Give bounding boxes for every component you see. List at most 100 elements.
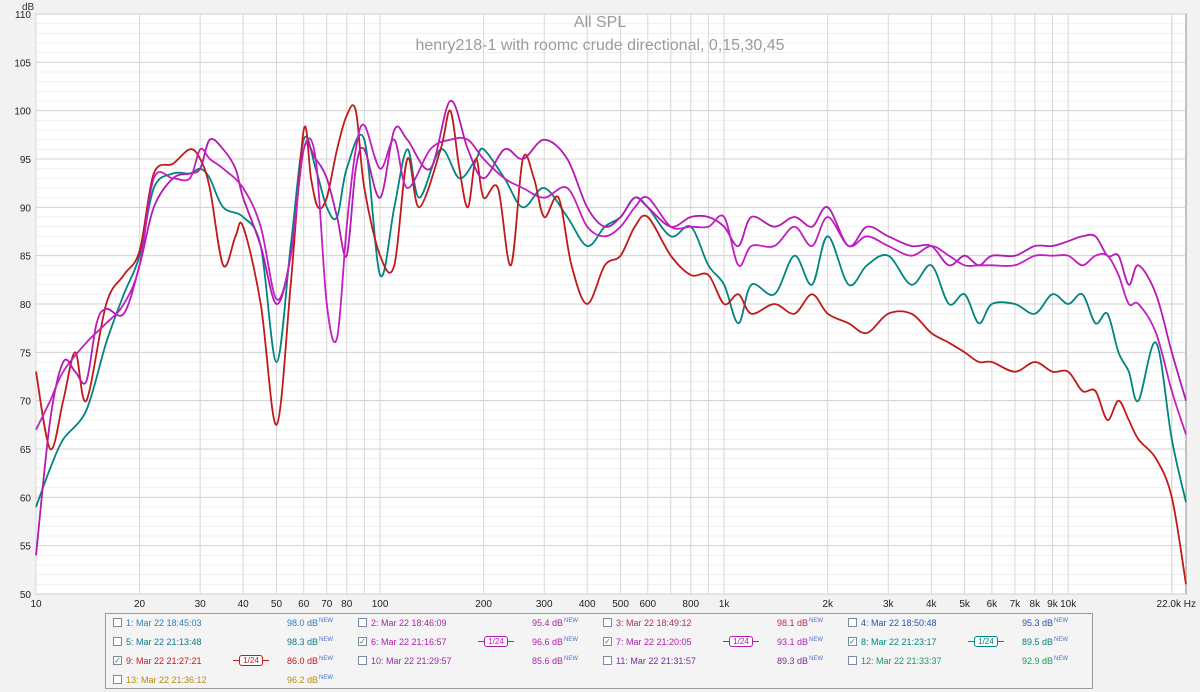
y-tick-label: 95 (20, 155, 32, 166)
x-tick-label: 6k (987, 599, 999, 610)
x-tick-label: 9k (1047, 599, 1059, 610)
legend-label[interactable]: 6: Mar 22 21:16:57 (371, 637, 447, 647)
new-badge: NEW (564, 637, 578, 643)
legend-label[interactable]: 4: Mar 22 18:50:48 (861, 618, 937, 628)
legend-label[interactable]: 12: Mar 22 21:33:37 (861, 656, 942, 666)
smoothing-badge[interactable]: 1/24 (968, 636, 1004, 647)
y-tick-label: 100 (14, 107, 31, 118)
x-tick-label: 70 (321, 599, 333, 610)
x-tick-label: 200 (475, 599, 492, 610)
x-tick-label: 300 (536, 599, 553, 610)
x-tick-label: 800 (682, 599, 699, 610)
legend-label[interactable]: 7: Mar 22 21:20:05 (616, 637, 692, 647)
legend: 1: Mar 22 18:45:03 98.0 dBNEW 2: Mar 22 18… (105, 613, 1093, 689)
series-line-1 (35, 133, 1187, 508)
series-line-3 (35, 100, 1187, 556)
legend-checkbox[interactable]: ✓ (358, 637, 367, 646)
series-lines (35, 100, 1187, 585)
legend-checkbox[interactable] (113, 637, 122, 646)
legend-label[interactable]: 5: Mar 22 21:13:48 (126, 637, 202, 647)
y-tick-label: 65 (20, 445, 32, 456)
legend-spl-value: 98.1 dBNEW (776, 618, 823, 628)
legend-item: ✓ 7: Mar 22 21:20:05 1/24 93.1 dBNEW (603, 635, 843, 649)
chart-subtitle: henry218-1 with roomc crude directional,… (415, 37, 784, 54)
x-tick-label: 8k (1030, 599, 1042, 610)
x-axis-ticks: 10 20 30 40 50 60 70 80 100 200 300 400 500 600 800 1k 2… (30, 599, 1196, 610)
legend-checkbox[interactable] (603, 656, 612, 665)
legend-checkbox[interactable] (603, 618, 612, 627)
legend-item: 13: Mar 22 21:36:12 96.2 dBNEW (113, 673, 353, 687)
legend-spl-value: 89.3 dBNEW (776, 656, 823, 666)
legend-item: ✓ 6: Mar 22 21:16:57 1/24 96.6 dBNEW (358, 635, 598, 649)
x-tick-label: 3k (883, 599, 895, 610)
legend-spl-value: 96.6 dBNEW (531, 637, 578, 647)
x-tick-label: 1k (719, 599, 731, 610)
legend-item: ✓ 9: Mar 22 21:27:21 1/24 86.0 dBNEW (113, 654, 353, 668)
new-badge: NEW (319, 656, 333, 662)
x-tick-label: 22.0k Hz (1157, 599, 1196, 610)
legend-spl-value: 95.4 dBNEW (531, 618, 578, 628)
new-badge: NEW (319, 618, 333, 624)
legend-label[interactable]: 8: Mar 22 21:23:17 (861, 637, 937, 647)
legend-label[interactable]: 2: Mar 22 18:46:09 (371, 618, 447, 628)
y-unit-label: dB (22, 2, 35, 13)
legend-checkbox[interactable]: ✓ (113, 656, 122, 665)
new-badge: NEW (1054, 656, 1068, 662)
legend-checkbox[interactable]: ✓ (848, 637, 857, 646)
legend-label[interactable]: 1: Mar 22 18:45:03 (126, 618, 202, 628)
legend-spl-value: 86.0 dBNEW (286, 656, 333, 666)
new-badge: NEW (564, 656, 578, 662)
legend-item: 12: Mar 22 21:33:37 92.9 dBNEW (848, 654, 1088, 668)
series-line-2 (35, 104, 1187, 585)
legend-label[interactable]: 3: Mar 22 18:49:12 (616, 618, 692, 628)
grid (35, 13, 1186, 595)
legend-spl-value: 98.3 dBNEW (286, 637, 333, 647)
x-tick-label: 20 (134, 599, 146, 610)
legend-label[interactable]: 11: Mar 22 21:31:57 (616, 656, 696, 666)
x-tick-label: 60 (298, 599, 310, 610)
x-tick-label: 80 (341, 599, 353, 610)
legend-label[interactable]: 9: Mar 22 21:27:21 (126, 656, 202, 666)
legend-spl-value: 96.2 dBNEW (286, 675, 333, 685)
legend-checkbox[interactable]: ✓ (603, 637, 612, 646)
new-badge: NEW (809, 618, 823, 624)
legend-item: 11: Mar 22 21:31:57 89.3 dBNEW (603, 654, 843, 668)
x-tick-label: 100 (372, 599, 389, 610)
x-tick-label: 7k (1010, 599, 1022, 610)
legend-checkbox[interactable] (113, 675, 122, 684)
x-tick-label: 50 (271, 599, 283, 610)
y-axis-ticks: 50 55 60 65 70 75 80 85 90 95 100 105 110 (14, 10, 31, 601)
y-tick-label: 75 (20, 348, 32, 359)
y-tick-label: 80 (20, 300, 32, 311)
legend-spl-value: 89.5 dBNEW (1021, 637, 1068, 647)
legend-spl-value: 98.0 dBNEW (286, 618, 333, 628)
legend-item: 2: Mar 22 18:46:09 95.4 dBNEW (358, 616, 598, 630)
x-tick-label: 500 (612, 599, 629, 610)
new-badge: NEW (319, 675, 333, 681)
y-tick-label: 70 (20, 397, 32, 408)
x-tick-label: 4k (926, 599, 938, 610)
new-badge: NEW (1054, 637, 1068, 643)
x-tick-label: 2k (822, 599, 834, 610)
y-tick-label: 90 (20, 203, 32, 214)
x-tick-label: 10 (30, 599, 42, 610)
y-tick-label: 50 (20, 590, 32, 601)
legend-checkbox[interactable] (358, 656, 367, 665)
smoothing-badge[interactable]: 1/24 (478, 636, 514, 647)
new-badge: NEW (1054, 618, 1068, 624)
smoothing-badge[interactable]: 1/24 (723, 636, 759, 647)
legend-spl-value: 95.3 dBNEW (1021, 618, 1068, 628)
legend-checkbox[interactable] (848, 656, 857, 665)
legend-checkbox[interactable] (358, 618, 367, 627)
legend-label[interactable]: 13: Mar 22 21:36:12 (126, 675, 207, 685)
smoothing-badge[interactable]: 1/24 (233, 655, 269, 666)
legend-checkbox[interactable] (848, 618, 857, 627)
x-tick-label: 400 (579, 599, 596, 610)
x-tick-label: 30 (195, 599, 207, 610)
spl-chart: 50 55 60 65 70 75 80 85 90 95 100 105 110 10 20 30 40 50… (14, 2, 1196, 610)
new-badge: NEW (319, 637, 333, 643)
legend-checkbox[interactable] (113, 618, 122, 627)
new-badge: NEW (564, 618, 578, 624)
y-tick-label: 110 (15, 10, 31, 21)
legend-label[interactable]: 10: Mar 22 21:29:57 (371, 656, 452, 666)
